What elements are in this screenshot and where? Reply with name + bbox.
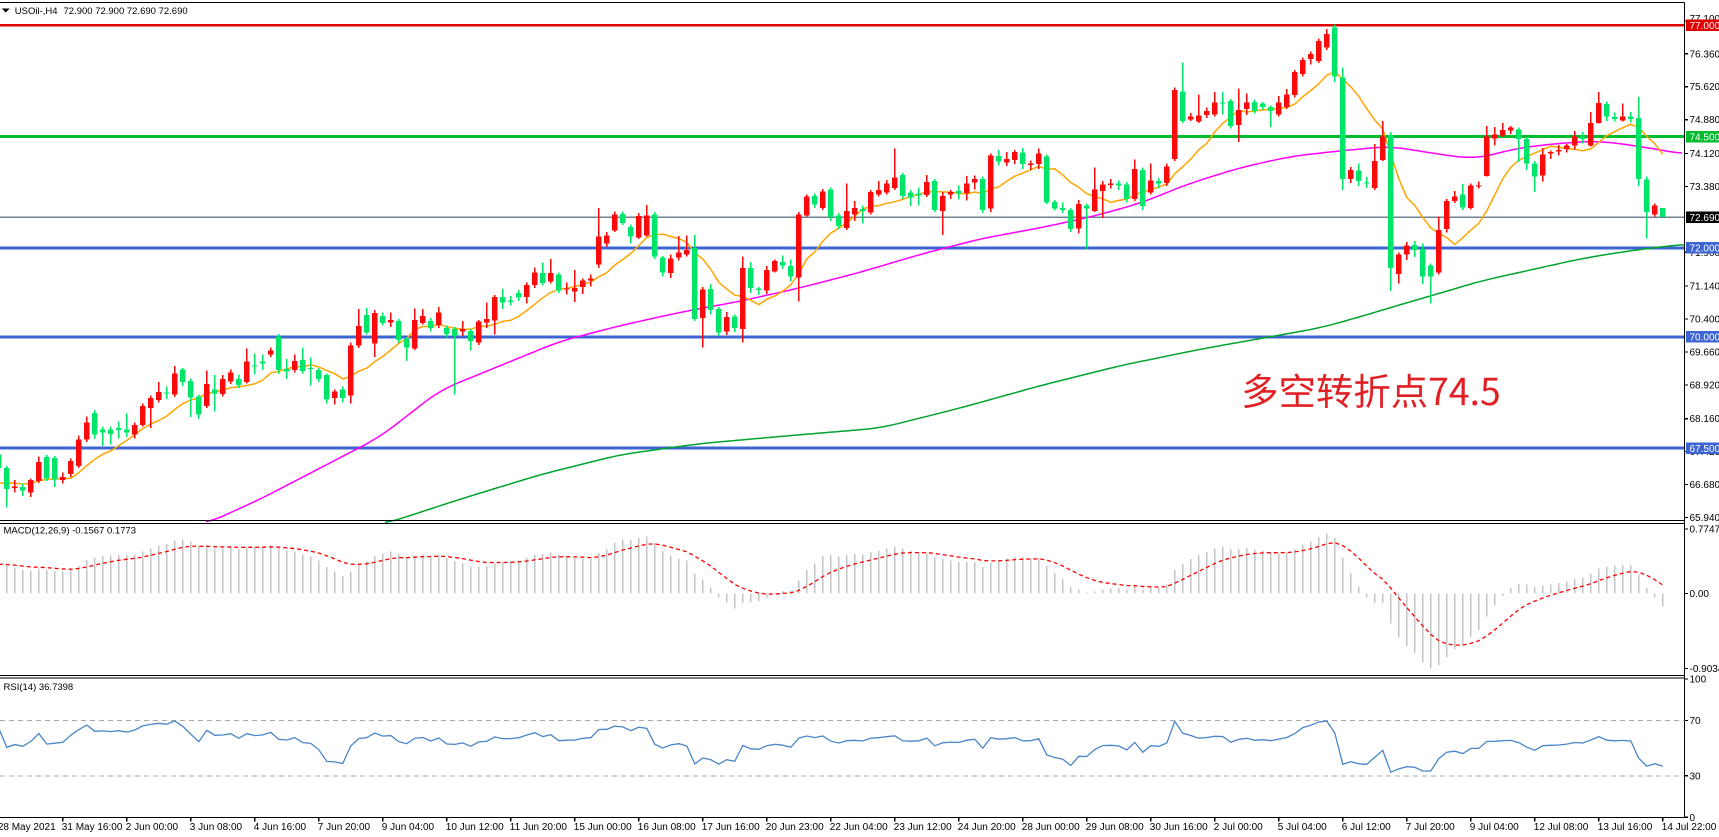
svg-text:9 Jun 04:00: 9 Jun 04:00 — [382, 822, 435, 833]
svg-text:28 Jun 00:00: 28 Jun 00:00 — [1022, 822, 1080, 833]
svg-text:24 Jun 20:00: 24 Jun 20:00 — [958, 822, 1016, 833]
svg-text:70.400: 70.400 — [1690, 315, 1719, 326]
svg-text:0: 0 — [1690, 813, 1696, 824]
svg-text:70: 70 — [1690, 716, 1702, 727]
svg-text:3 Jun 08:00: 3 Jun 08:00 — [190, 822, 243, 833]
svg-text:69.660: 69.660 — [1690, 348, 1719, 359]
svg-text:23 Jun 12:00: 23 Jun 12:00 — [894, 822, 952, 833]
svg-text:MACD(12,26,9) -0.1567 0.1773: MACD(12,26,9) -0.1567 0.1773 — [4, 526, 137, 537]
svg-text:RSI(14) 36.7398: RSI(14) 36.7398 — [4, 682, 74, 693]
svg-text:75.620: 75.620 — [1690, 82, 1719, 93]
svg-text:7 Jul 20:00: 7 Jul 20:00 — [1406, 822, 1455, 833]
svg-text:70.000: 70.000 — [1690, 333, 1719, 344]
svg-text:76.360: 76.360 — [1690, 49, 1719, 60]
svg-text:30 Jun 16:00: 30 Jun 16:00 — [1150, 822, 1208, 833]
svg-text:74.880: 74.880 — [1690, 115, 1719, 126]
svg-text:22 Jun 04:00: 22 Jun 04:00 — [830, 822, 888, 833]
svg-text:2 Jul 00:00: 2 Jul 00:00 — [1214, 822, 1263, 833]
svg-text:74.500: 74.500 — [1690, 132, 1719, 143]
svg-text:12 Jul 08:00: 12 Jul 08:00 — [1534, 822, 1589, 833]
svg-text:6 Jul 12:00: 6 Jul 12:00 — [1342, 822, 1391, 833]
svg-text:-0.9034: -0.9034 — [1690, 664, 1719, 675]
svg-text:0.00: 0.00 — [1690, 589, 1710, 600]
svg-text:67.500: 67.500 — [1690, 444, 1719, 455]
svg-text:17 Jun 16:00: 17 Jun 16:00 — [702, 822, 760, 833]
svg-text:11 Jun 20:00: 11 Jun 20:00 — [510, 822, 568, 833]
svg-text:15 Jun 00:00: 15 Jun 00:00 — [574, 822, 632, 833]
svg-text:2 Jun 00:00: 2 Jun 00:00 — [126, 822, 179, 833]
svg-text:31 May 16:00: 31 May 16:00 — [62, 822, 123, 833]
svg-text:5 Jul 04:00: 5 Jul 04:00 — [1278, 822, 1327, 833]
svg-text:10 Jun 12:00: 10 Jun 12:00 — [446, 822, 504, 833]
svg-text:77.100: 77.100 — [1690, 14, 1719, 25]
svg-text:72.690: 72.690 — [1690, 213, 1719, 224]
svg-text:4 Jun 16:00: 4 Jun 16:00 — [254, 822, 307, 833]
svg-text:USOil-,H4: USOil-,H4 — [15, 6, 58, 17]
svg-text:66.680: 66.680 — [1690, 480, 1719, 491]
svg-text:68.920: 68.920 — [1690, 380, 1719, 391]
svg-text:0.7747: 0.7747 — [1690, 525, 1719, 536]
svg-text:16 Jun 08:00: 16 Jun 08:00 — [638, 822, 696, 833]
svg-text:68.160: 68.160 — [1690, 414, 1719, 425]
svg-text:74.120: 74.120 — [1690, 149, 1719, 160]
svg-text:20 Jun 23:00: 20 Jun 23:00 — [766, 822, 824, 833]
svg-text:77.000: 77.000 — [1690, 21, 1719, 32]
svg-text:28 May 2021: 28 May 2021 — [0, 822, 56, 833]
svg-text:100: 100 — [1690, 675, 1707, 686]
svg-text:13 Jul 16:00: 13 Jul 16:00 — [1598, 822, 1653, 833]
svg-text:9 Jul 04:00: 9 Jul 04:00 — [1470, 822, 1519, 833]
svg-text:72.900 72.900 72.690 72.690: 72.900 72.900 72.690 72.690 — [64, 6, 188, 17]
svg-text:14 Jul 22:00: 14 Jul 22:00 — [1662, 822, 1717, 833]
svg-text:29 Jun 08:00: 29 Jun 08:00 — [1086, 822, 1144, 833]
svg-text:65.940: 65.940 — [1690, 513, 1719, 524]
svg-text:73.380: 73.380 — [1690, 182, 1719, 193]
svg-text:71.140: 71.140 — [1690, 282, 1719, 293]
svg-text:72.000: 72.000 — [1690, 244, 1719, 255]
svg-text:30: 30 — [1690, 771, 1702, 782]
svg-text:7 Jun 20:00: 7 Jun 20:00 — [318, 822, 371, 833]
